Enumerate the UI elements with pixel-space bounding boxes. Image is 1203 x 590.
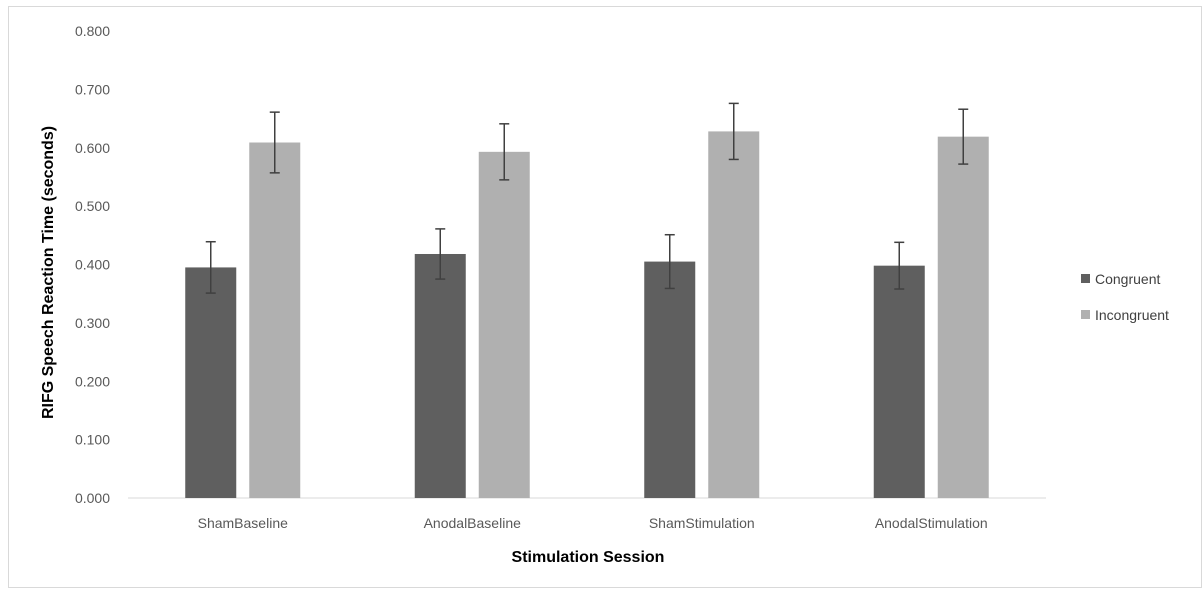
legend-item-congruent: Congruent (1081, 271, 1160, 287)
bar-congruent-anodalstimulation (873, 265, 925, 498)
bar-congruent-shamstimulation (644, 261, 696, 498)
legend-swatch (1081, 274, 1090, 283)
y-axis-ticks: 0.000 0.100 0.200 0.300 0.400 0.500 0.600 0.700… (75, 23, 110, 506)
y-tick-label: 0.000 (75, 490, 110, 506)
bar-incongruent-anodalstimulation (937, 136, 989, 498)
error-bar (958, 108, 969, 165)
legend-item-incongruent: Incongruent (1081, 307, 1169, 323)
y-tick-label: 0.400 (75, 257, 110, 273)
bar-incongruent-shamstimulation (708, 131, 760, 498)
x-axis-ticks: ShamBaseline AnodalBaseline ShamStimulatio… (198, 515, 988, 531)
bar-incongruent-shambaseline (249, 142, 301, 498)
bar-incongruent-anodalbaseline (478, 151, 530, 498)
y-tick-label: 0.800 (75, 23, 110, 39)
bars (185, 102, 989, 498)
y-tick-label: 0.300 (75, 315, 110, 331)
y-tick-label: 0.200 (75, 373, 110, 389)
y-tick-label: 0.500 (75, 198, 110, 214)
x-axis-title: Stimulation Session (512, 549, 665, 566)
error-bar (894, 241, 905, 290)
x-tick-label: AnodalBaseline (424, 515, 522, 531)
bar-congruent-anodalbaseline (414, 253, 466, 498)
error-bar (664, 233, 675, 290)
legend-label: Incongruent (1095, 307, 1169, 323)
x-tick-label: ShamBaseline (198, 515, 288, 531)
legend-swatch (1081, 310, 1090, 319)
y-tick-label: 0.100 (75, 432, 110, 448)
y-tick-label: 0.600 (75, 140, 110, 156)
bar-congruent-shambaseline (185, 267, 237, 498)
legend: Congruent Incongruent (1081, 271, 1169, 323)
legend-label: Congruent (1095, 271, 1160, 287)
y-axis-title: RIFG Speech Reaction Time (seconds) (40, 126, 57, 419)
error-bar (435, 228, 446, 280)
y-tick-label: 0.700 (75, 81, 110, 97)
error-bar (499, 123, 510, 181)
error-bar (205, 240, 216, 294)
x-tick-label: ShamStimulation (649, 515, 755, 531)
x-tick-label: AnodalStimulation (875, 515, 988, 531)
error-bar (269, 111, 280, 174)
error-bar (728, 102, 739, 161)
